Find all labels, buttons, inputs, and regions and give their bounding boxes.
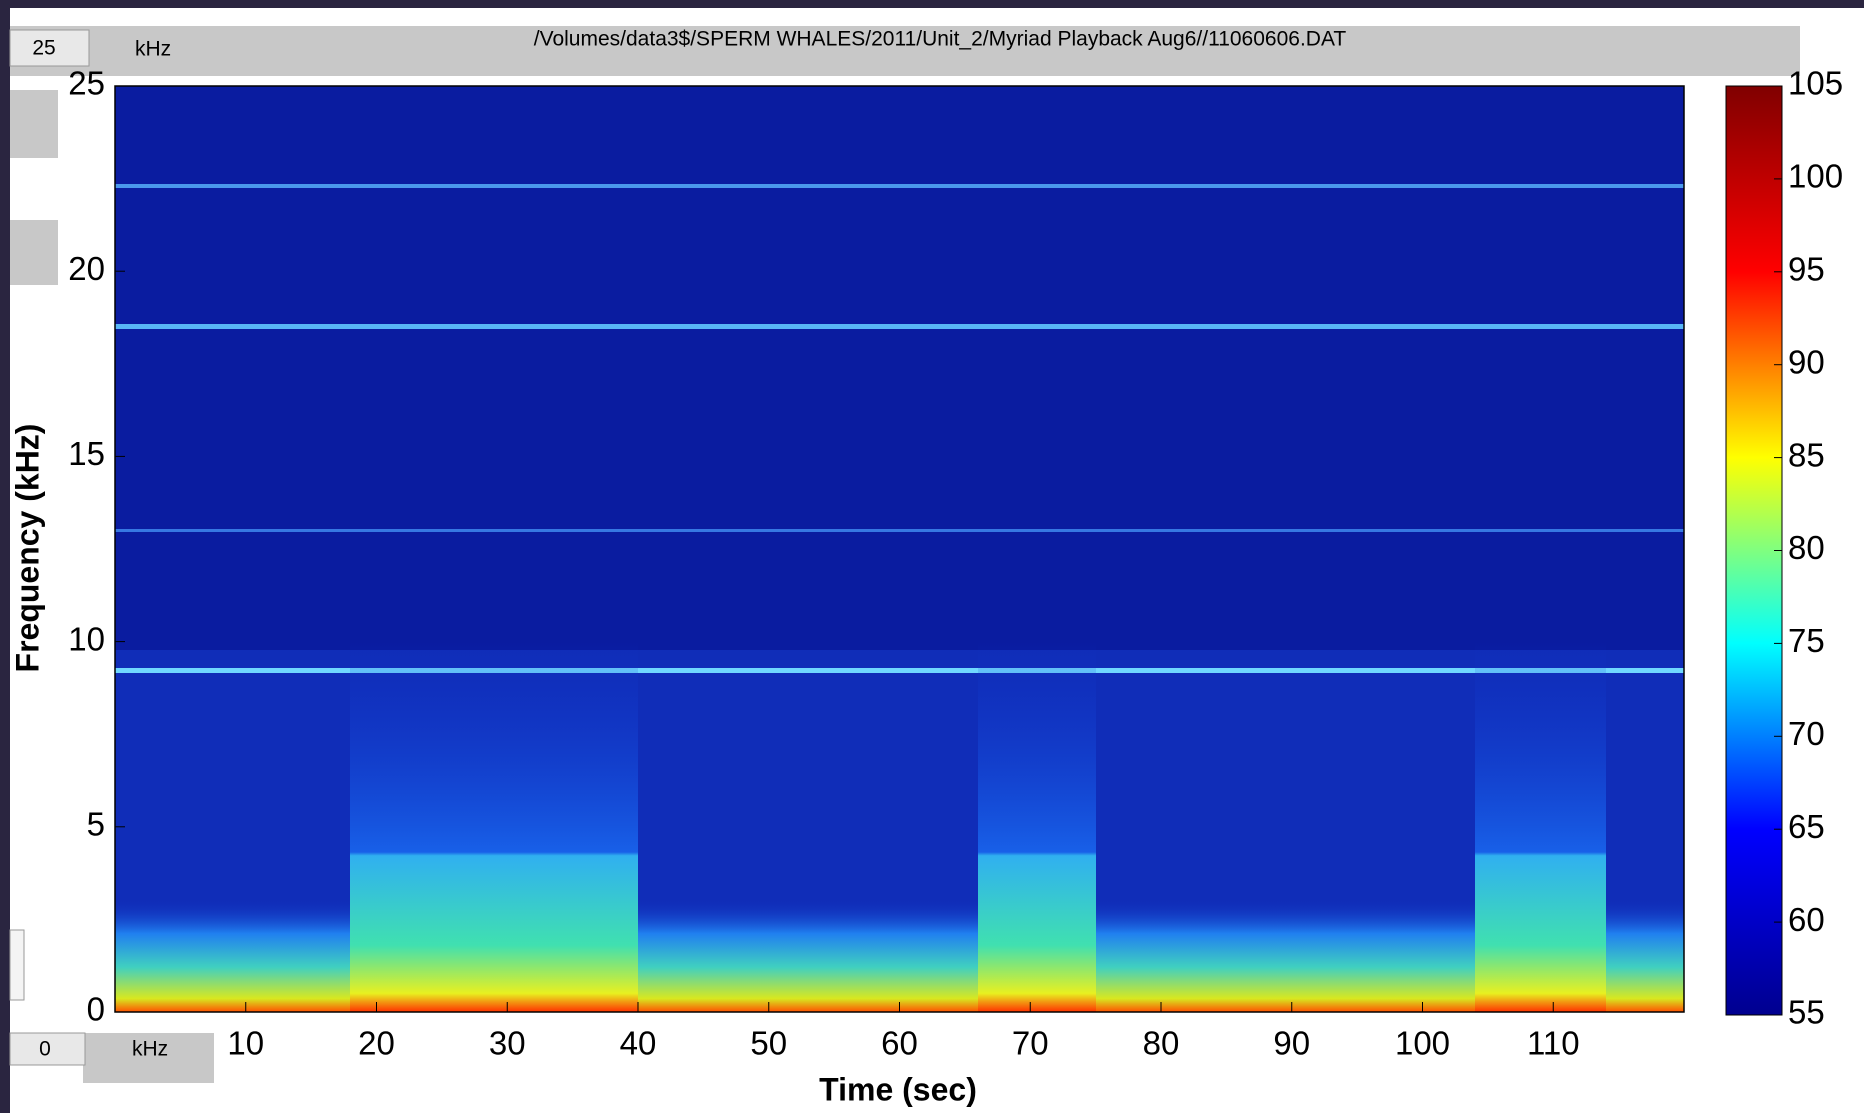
min-field[interactable]: [9, 1032, 86, 1066]
burst: [978, 640, 1096, 1012]
colorbar-tick-label: 75: [1788, 622, 1825, 659]
spectrogram: [114, 85, 1685, 1013]
colorbar-tick-label: 85: [1788, 436, 1825, 473]
y-axis-label: Frequency (kHz): [9, 424, 45, 673]
y-tick-label: 15: [68, 435, 105, 472]
max-unit: kHz: [135, 38, 171, 61]
x-tick-label: 10: [227, 1025, 264, 1062]
toolbar: [10, 26, 1800, 76]
burst: [1475, 640, 1606, 1012]
bottom-panel: [83, 1033, 214, 1083]
x-tick-label: 110: [1527, 1025, 1580, 1062]
tone-line: [115, 324, 1684, 329]
min-field-text: 0: [39, 1038, 51, 1061]
y-tick-label: 25: [68, 65, 105, 102]
colorbar: [1725, 85, 1783, 1016]
x-tick-label: 30: [489, 1025, 526, 1062]
side-button[interactable]: [10, 90, 58, 158]
x-tick-label: 70: [1012, 1025, 1049, 1062]
side-button[interactable]: [10, 220, 58, 285]
x-tick-label: 20: [358, 1025, 395, 1062]
burst: [350, 640, 638, 1012]
x-tick-label: 60: [881, 1025, 918, 1062]
x-tick-label: 50: [750, 1025, 787, 1062]
colorbar-tick-label: 70: [1788, 715, 1825, 752]
y-tick-label: 5: [87, 806, 105, 843]
colorbar-tick-label: 80: [1788, 529, 1825, 566]
x-axis-label: Time (sec): [819, 1071, 977, 1107]
y-tick-label: 0: [87, 991, 105, 1028]
x-tick-label: 100: [1395, 1025, 1450, 1062]
x-tick-label: 80: [1143, 1025, 1180, 1062]
min-unit: kHz: [132, 1038, 168, 1061]
colorbar-tick-label: 105: [1788, 65, 1843, 102]
colorbar-tick-label: 65: [1788, 808, 1825, 845]
colorbar-tick-label: 55: [1788, 994, 1825, 1031]
colorbar-tick-label: 90: [1788, 343, 1825, 380]
max-field[interactable]: [9, 29, 90, 67]
side-control[interactable]: [9, 929, 25, 1001]
tone-line: [115, 184, 1684, 188]
file-path: /Volumes/data3$/SPERM WHALES/2011/Unit_2…: [534, 28, 1347, 51]
colorbar-tick-label: 60: [1788, 901, 1825, 938]
y-tick-label: 10: [68, 620, 105, 657]
y-tick-label: 20: [68, 250, 105, 287]
max-field-text: 25: [32, 37, 55, 60]
colorbar-tick-label: 100: [1788, 158, 1843, 195]
x-tick-label: 40: [620, 1025, 657, 1062]
x-tick-label: 90: [1273, 1025, 1310, 1062]
tone-line: [115, 529, 1684, 532]
colorbar-tick-label: 95: [1788, 251, 1825, 288]
tone-line: [115, 668, 1684, 673]
